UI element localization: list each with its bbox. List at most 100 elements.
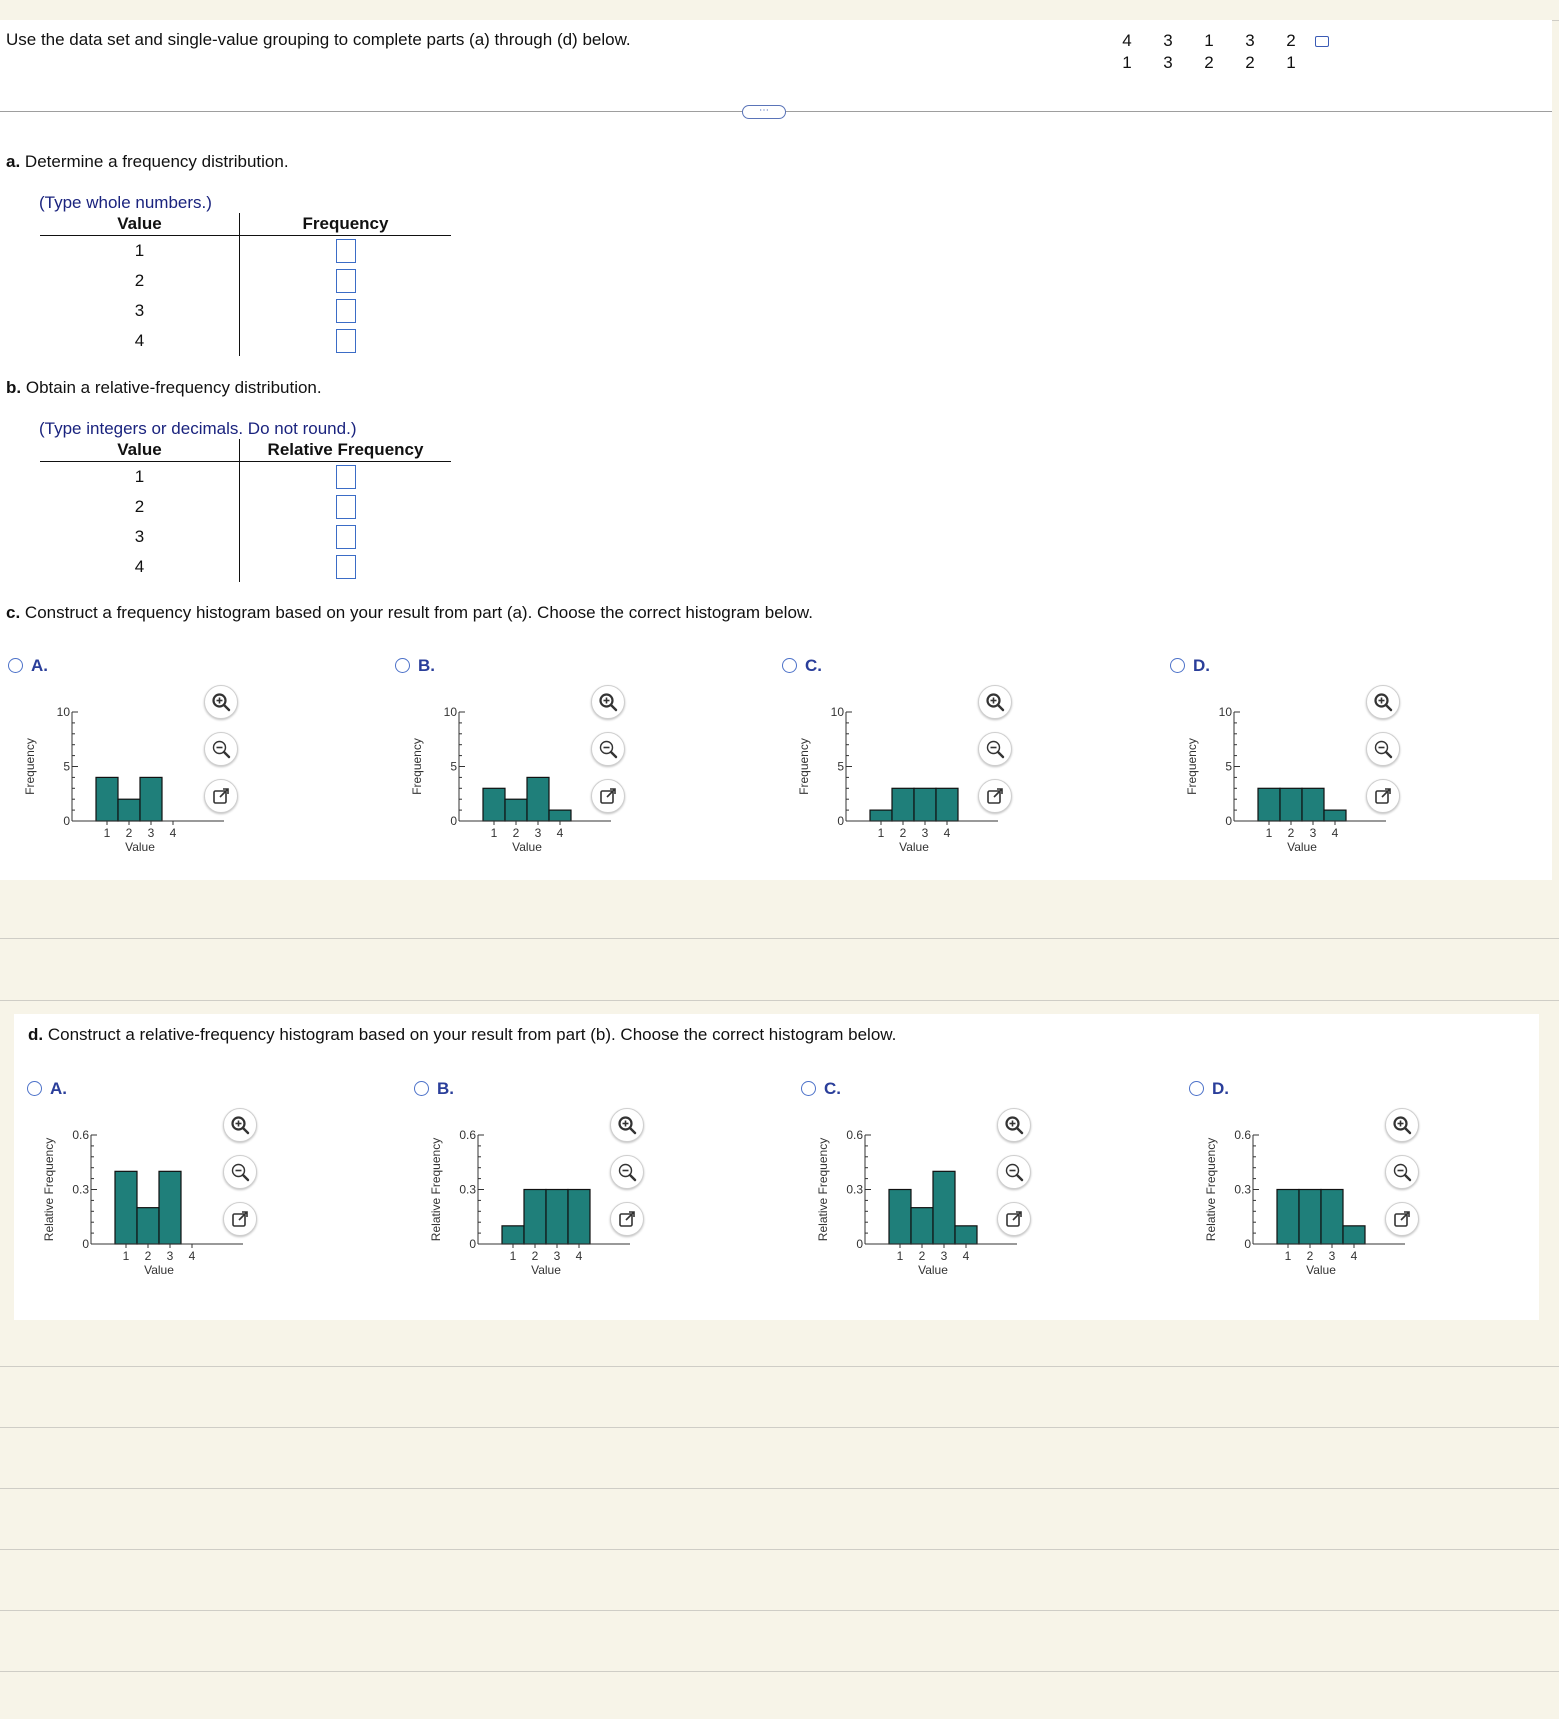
x-tick-label: 2	[919, 1249, 926, 1263]
open-external-icon[interactable]	[591, 779, 625, 813]
x-tick-label: 2	[532, 1249, 539, 1263]
zoom-out-icon[interactable]	[997, 1155, 1031, 1189]
zoom-out-icon[interactable]	[204, 732, 238, 766]
x-tick-label: 1	[897, 1249, 904, 1263]
y-tick-label: 0.3	[72, 1183, 89, 1197]
zoom-out-icon[interactable]	[610, 1155, 644, 1189]
y-tick-label: 0	[63, 814, 70, 828]
y-axis-label: Frequency	[23, 738, 37, 795]
zoom-in-icon[interactable]	[1385, 1108, 1419, 1142]
option-a-radio[interactable]: A.	[8, 656, 48, 676]
option-label: C.	[805, 656, 822, 675]
data-value: 3	[1245, 31, 1255, 50]
open-external-icon[interactable]	[204, 779, 238, 813]
zoom-in-icon[interactable]	[591, 685, 625, 719]
x-tick-label: 3	[167, 1249, 174, 1263]
histogram-bar	[501, 1225, 525, 1245]
x-tick-label: 1	[104, 826, 111, 840]
y-axis-label: Relative Frequency	[1204, 1138, 1218, 1241]
data-value: 2	[1204, 53, 1214, 72]
x-tick-label: 1	[878, 826, 885, 840]
radio-circle-icon[interactable]	[8, 658, 23, 673]
histogram-bar	[869, 809, 893, 822]
x-tick-label: 4	[189, 1249, 196, 1263]
relative-frequency-header: Relative Frequency	[239, 439, 451, 462]
option-d-radio[interactable]: D.	[1170, 656, 1210, 676]
x-tick-label: 4	[1351, 1249, 1358, 1263]
option-c-radio[interactable]: C.	[782, 656, 822, 676]
x-axis-label: Value	[1306, 1263, 1336, 1277]
histogram-bar	[139, 776, 163, 822]
radio-circle-icon[interactable]	[395, 658, 410, 673]
zoom-out-icon[interactable]	[1385, 1155, 1419, 1189]
histogram-bar	[1342, 1225, 1366, 1245]
zoom-in-icon[interactable]	[997, 1108, 1031, 1142]
frequency-input[interactable]	[335, 329, 356, 353]
histogram-bar	[136, 1207, 160, 1245]
option-b-radio[interactable]: B.	[414, 1079, 454, 1099]
open-external-icon[interactable]	[610, 1202, 644, 1236]
value-cell: 1	[40, 235, 240, 266]
histogram-bar	[567, 1188, 591, 1245]
open-external-icon[interactable]	[997, 1202, 1031, 1236]
open-external-icon[interactable]	[978, 779, 1012, 813]
option-b-radio[interactable]: B.	[395, 656, 435, 676]
relative-frequency-input[interactable]	[335, 555, 356, 579]
frequency-input[interactable]	[335, 239, 356, 263]
radio-circle-icon[interactable]	[414, 1081, 429, 1096]
open-external-icon[interactable]	[1385, 1202, 1419, 1236]
x-axis-label: Value	[512, 840, 542, 854]
frequency-input[interactable]	[335, 269, 356, 293]
zoom-out-icon[interactable]	[1366, 732, 1400, 766]
y-tick-label: 5	[1225, 760, 1232, 774]
histogram-bar	[504, 798, 528, 822]
instruction-text: Use the data set and single-value groupi…	[6, 30, 631, 49]
frequency-input[interactable]	[335, 299, 356, 323]
x-tick-label: 4	[944, 826, 951, 840]
data-value: 1	[1286, 53, 1296, 72]
histogram-bar	[954, 1225, 978, 1245]
option-d-radio[interactable]: D.	[1189, 1079, 1229, 1099]
part-b-prompt: b. Obtain a relative-frequency distribut…	[6, 378, 322, 398]
histogram-chart: 0 0.3 0.6 1 2 3 4 Value Relative Frequency	[1204, 1128, 1405, 1277]
x-axis-label: Value	[531, 1263, 561, 1277]
y-tick-label: 0	[450, 814, 457, 828]
zoom-out-icon[interactable]	[591, 732, 625, 766]
open-external-icon[interactable]	[1366, 779, 1400, 813]
relative-frequency-input[interactable]	[335, 465, 356, 489]
x-axis-label: Value	[899, 840, 929, 854]
relative-frequency-input[interactable]	[335, 495, 356, 519]
radio-circle-icon[interactable]	[801, 1081, 816, 1096]
x-tick-label: 1	[1266, 826, 1273, 840]
y-axis-label: Relative Frequency	[816, 1138, 830, 1241]
y-axis-label: Frequency	[1185, 738, 1199, 795]
x-tick-label: 3	[1329, 1249, 1336, 1263]
histogram-bar	[526, 776, 550, 822]
option-a-radio[interactable]: A.	[27, 1079, 67, 1099]
x-tick-label: 2	[126, 826, 133, 840]
radio-circle-icon[interactable]	[27, 1081, 42, 1096]
option-label: A.	[31, 656, 48, 675]
histogram-bar	[1320, 1188, 1344, 1245]
option-c-radio[interactable]: C.	[801, 1079, 841, 1099]
zoom-in-icon[interactable]	[978, 685, 1012, 719]
zoom-in-icon[interactable]	[1366, 685, 1400, 719]
x-axis-label: Value	[144, 1263, 174, 1277]
radio-circle-icon[interactable]	[782, 658, 797, 673]
zoom-in-icon[interactable]	[204, 685, 238, 719]
part-d-text: Construct a relative-frequency histogram…	[47, 1025, 897, 1044]
zoom-in-icon[interactable]	[223, 1108, 257, 1142]
option-label: B.	[437, 1079, 454, 1098]
zoom-in-icon[interactable]	[610, 1108, 644, 1142]
x-tick-label: 2	[1307, 1249, 1314, 1263]
radio-circle-icon[interactable]	[1189, 1081, 1204, 1096]
zoom-out-icon[interactable]	[978, 732, 1012, 766]
copy-icon[interactable]	[1315, 36, 1329, 47]
relative-frequency-input[interactable]	[335, 525, 356, 549]
y-tick-label: 10	[444, 705, 458, 719]
y-tick-label: 0.3	[846, 1183, 863, 1197]
expand-more-button[interactable]: ⋯	[742, 105, 786, 119]
zoom-out-icon[interactable]	[223, 1155, 257, 1189]
radio-circle-icon[interactable]	[1170, 658, 1185, 673]
open-external-icon[interactable]	[223, 1202, 257, 1236]
